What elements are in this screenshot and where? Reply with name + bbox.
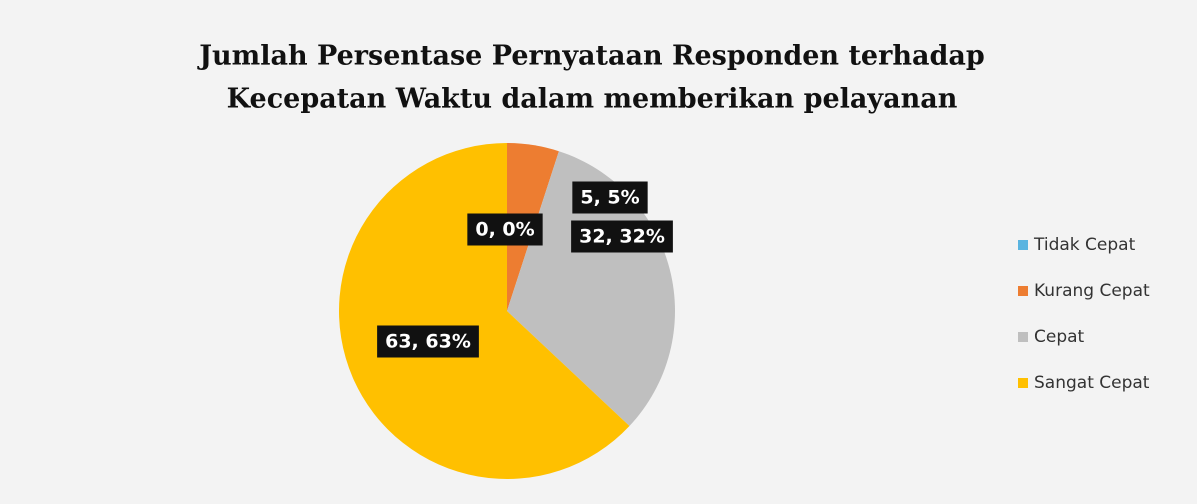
legend-label: Tidak Cepat xyxy=(1033,235,1136,255)
legend-label: Kurang Cepat xyxy=(1034,281,1150,301)
data-label-box xyxy=(377,325,479,358)
data-label-box xyxy=(467,213,543,246)
legend-label: Sangat Cepat xyxy=(1034,373,1150,393)
legend-swatch xyxy=(1018,240,1028,250)
pie-slice xyxy=(507,151,675,427)
chart-title: Jumlah Persentase Pernyataan Responden t… xyxy=(197,41,984,72)
data-label: 32, 32% xyxy=(579,226,665,248)
data-label-box xyxy=(572,181,648,214)
data-label-box xyxy=(571,220,673,253)
pie-slice xyxy=(339,143,630,479)
legend-label: Cepat xyxy=(1034,327,1085,347)
data-label: 5, 5% xyxy=(580,187,639,209)
data-label: 63, 63% xyxy=(385,331,471,353)
legend-swatch xyxy=(1018,378,1028,388)
chart-title: Kecepatan Waktu dalam memberikan pelayan… xyxy=(227,84,958,115)
legend-swatch xyxy=(1018,332,1028,342)
legend-swatch xyxy=(1018,286,1028,296)
data-label: 0, 0% xyxy=(475,219,534,241)
